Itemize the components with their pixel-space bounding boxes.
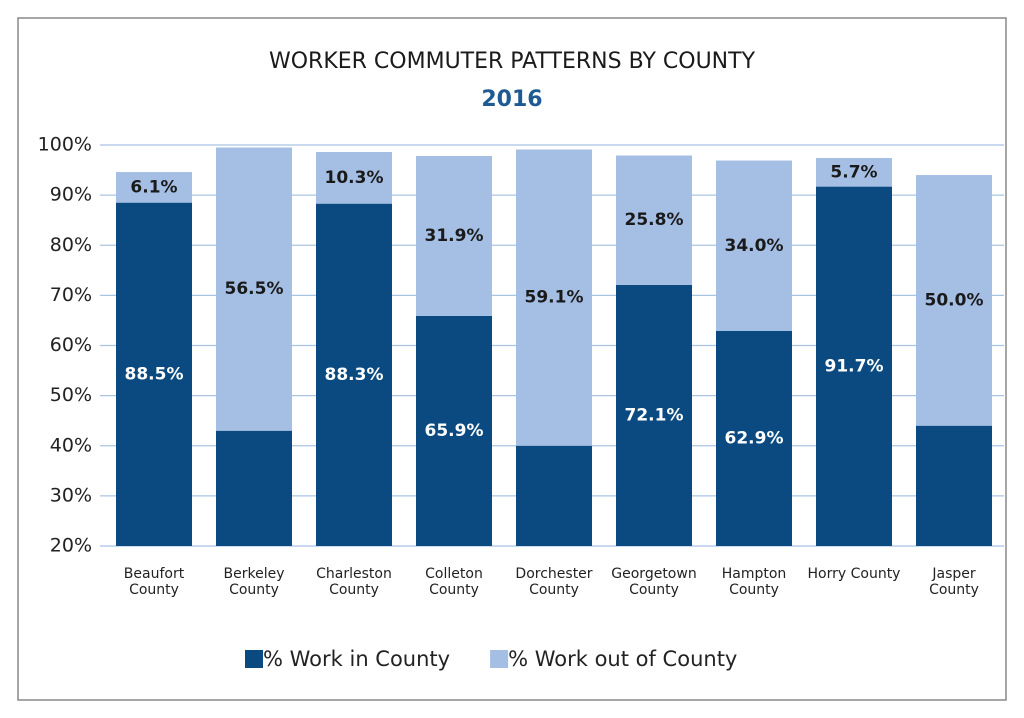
y-tick-label: 90% — [50, 184, 92, 206]
y-tick-label: 50% — [50, 384, 92, 406]
data-label: 59.1% — [525, 288, 584, 308]
data-label: 5.7% — [830, 162, 877, 182]
y-tick-label: 80% — [50, 234, 92, 256]
data-label: 50.0% — [925, 290, 984, 310]
bar-segment — [316, 152, 392, 204]
data-label: 91.7% — [825, 356, 884, 376]
x-tick-label: Charleston County — [316, 566, 392, 598]
data-label: 6.1% — [130, 177, 177, 197]
bar-segment — [716, 160, 792, 331]
bar-segment — [216, 147, 292, 431]
data-label: 72.1% — [625, 405, 684, 425]
bar-segment — [616, 155, 692, 285]
y-tick-label: 20% — [50, 535, 92, 557]
x-tick-label: Beaufort County — [123, 566, 185, 598]
y-tick-label: 100% — [38, 134, 92, 156]
data-label: 34.0% — [725, 236, 784, 256]
x-tick-label: Georgetown County — [611, 566, 697, 598]
y-tick-label: 30% — [50, 484, 92, 506]
bar-segment — [516, 149, 592, 446]
x-tick-label: Hampton County — [721, 566, 787, 598]
bar-segment — [216, 430, 292, 546]
legend-label: % Work in County — [263, 647, 450, 671]
y-tick-label: 40% — [50, 434, 92, 456]
data-label: 62.9% — [725, 428, 784, 448]
data-label: 56.5% — [225, 279, 284, 299]
y-tick-label: 60% — [50, 334, 92, 356]
bar-segment — [916, 425, 992, 546]
data-label: 65.9% — [425, 421, 484, 441]
bar-segment — [816, 186, 892, 546]
chart-title: WORKER COMMUTER PATTERNS BY COUNTY — [269, 49, 756, 74]
bar-segment — [316, 203, 392, 547]
bar-segment — [516, 445, 592, 546]
bar-segment — [816, 158, 892, 187]
legend-swatch — [490, 650, 509, 668]
data-label: 10.3% — [325, 168, 384, 188]
bar-segment — [416, 315, 492, 546]
bar-segment — [716, 330, 792, 546]
data-label: 25.8% — [625, 210, 684, 230]
legend-label: % Work out of County — [508, 647, 737, 671]
bar-segment — [416, 156, 492, 316]
legend-swatch — [245, 650, 263, 668]
x-tick-label: Dorchester County — [515, 566, 593, 598]
data-label: 88.5% — [125, 364, 184, 384]
x-tick-label: Jasper County — [929, 566, 979, 598]
chart-subtitle: 2016 — [481, 87, 542, 112]
data-label: 88.3% — [325, 365, 384, 385]
x-tick-label: Colleton County — [425, 566, 483, 598]
bar-segment — [116, 202, 192, 547]
data-label: 31.9% — [425, 226, 484, 246]
y-tick-label: 70% — [50, 284, 92, 306]
x-tick-label: Berkeley County — [223, 566, 285, 598]
bar-segment — [916, 175, 992, 426]
x-tick-label: Horry County — [807, 566, 901, 582]
bar-segment — [116, 172, 192, 203]
bar-segment — [616, 284, 692, 546]
